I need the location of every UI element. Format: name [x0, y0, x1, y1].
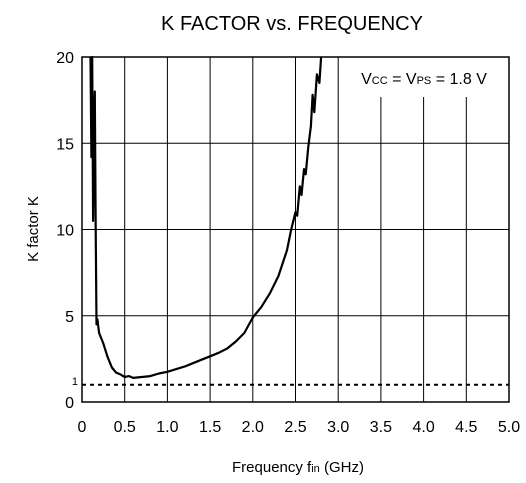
data-point-24: [192, 362, 194, 364]
data-point-26: [209, 355, 211, 357]
data-point-38: [296, 215, 298, 217]
data-point-1: [90, 156, 92, 158]
x-tick-label-1: 0.5: [114, 419, 136, 436]
data-point-40: [300, 194, 303, 196]
data-point-32: [260, 306, 262, 308]
data-point-33: [269, 292, 271, 294]
x-tick-label-9: 4.5: [455, 419, 477, 436]
x-tick-label-8: 4.0: [412, 419, 434, 436]
y-tick-label-1: 1: [72, 376, 78, 388]
data-point-36: [290, 228, 292, 231]
data-point-47: [316, 73, 318, 75]
x-axis-label-unit: (GHz): [320, 459, 364, 476]
series-layer: [89, 55, 323, 379]
data-point-23: [183, 366, 186, 368]
data-point-34: [277, 275, 280, 277]
legend-box: VCC = VPS = 1.8 V: [340, 57, 509, 97]
y-axis-label: K factor K: [25, 196, 42, 262]
data-point-35: [286, 249, 288, 251]
data-point-30: [243, 332, 245, 334]
data-point-41: [303, 168, 305, 170]
data-point-7: [95, 323, 98, 325]
data-point-37: [294, 211, 297, 213]
data-point-6: [95, 228, 97, 231]
x-axis-label-main: Frequency f: [232, 459, 312, 476]
x-axis-label-sub: in: [311, 463, 320, 475]
legend-part-4: = 1.8 V: [431, 71, 487, 88]
x-tick-label-3: 1.5: [199, 419, 221, 436]
legend-part-3: PS: [417, 75, 432, 87]
data-point-43: [307, 146, 309, 148]
y-tick-label-0: 0: [65, 395, 74, 412]
data-point-8: [96, 318, 98, 320]
x-tick-label-5: 2.5: [284, 419, 306, 436]
data-point-20: [158, 372, 160, 375]
y-tick-label-5: 20: [56, 50, 74, 67]
data-point-12: [111, 366, 113, 369]
grid: [82, 57, 509, 402]
x-tick-label-2: 1.0: [156, 419, 178, 436]
x-axis-label: Frequency fin (GHz): [232, 459, 364, 476]
data-point-14: [119, 373, 122, 375]
data-point-11: [107, 356, 109, 358]
legend-label: VCC = VPS = 1.8 V: [361, 71, 487, 88]
data-point-46: [313, 111, 315, 113]
x-tick-label-4: 2.0: [242, 419, 264, 436]
data-point-45: [311, 94, 314, 96]
data-point-13: [115, 372, 117, 374]
data-point-15: [124, 376, 126, 378]
data-point-49: [320, 56, 322, 58]
y-tick-label-4: 15: [56, 136, 74, 153]
data-point-27: [218, 352, 220, 354]
x-tick-label-7: 3.5: [370, 419, 392, 436]
data-point-10: [102, 342, 104, 344]
data-point-3: [92, 220, 94, 222]
x-tick-labels: 0 0.5 1.0 1.5 2.0 2.5 3.0 3.5 4.0 4.5 5.0: [78, 419, 521, 436]
legend-part-1: CC: [372, 75, 388, 87]
data-point-42: [305, 173, 307, 175]
data-point-39: [299, 185, 301, 187]
data-point-18: [141, 376, 143, 378]
data-point-31: [252, 316, 254, 319]
data-point-2: [91, 56, 93, 58]
data-point-19: [149, 375, 151, 377]
x-tick-label-0: 0: [78, 419, 87, 436]
plot-frame: [81, 56, 510, 403]
data-point-17: [132, 377, 134, 379]
data-point-21: [166, 371, 168, 373]
series-line-0: [89, 55, 323, 379]
x-tick-label-10: 5.0: [498, 419, 520, 436]
x-tick-label-6: 3.0: [327, 419, 349, 436]
legend-part-0: V: [361, 71, 372, 88]
data-point-9: [98, 332, 100, 334]
data-point-25: [200, 359, 203, 361]
data-point-16: [128, 375, 130, 377]
data-point-44: [310, 125, 312, 127]
legend-background: [340, 57, 509, 97]
data-point-28: [226, 347, 228, 350]
data-point-0: [89, 56, 92, 58]
data-point-22: [175, 368, 177, 370]
y-tick-label-2: 5: [65, 309, 74, 326]
legend-part-2: = V: [388, 71, 417, 88]
data-point-48: [318, 82, 321, 84]
data-point-5: [94, 90, 96, 93]
chart-title: K FACTOR vs. FREQUENCY: [161, 13, 423, 35]
y-tick-label-3: 10: [56, 223, 74, 240]
data-point-29: [235, 341, 237, 343]
data-point-4: [93, 125, 95, 127]
